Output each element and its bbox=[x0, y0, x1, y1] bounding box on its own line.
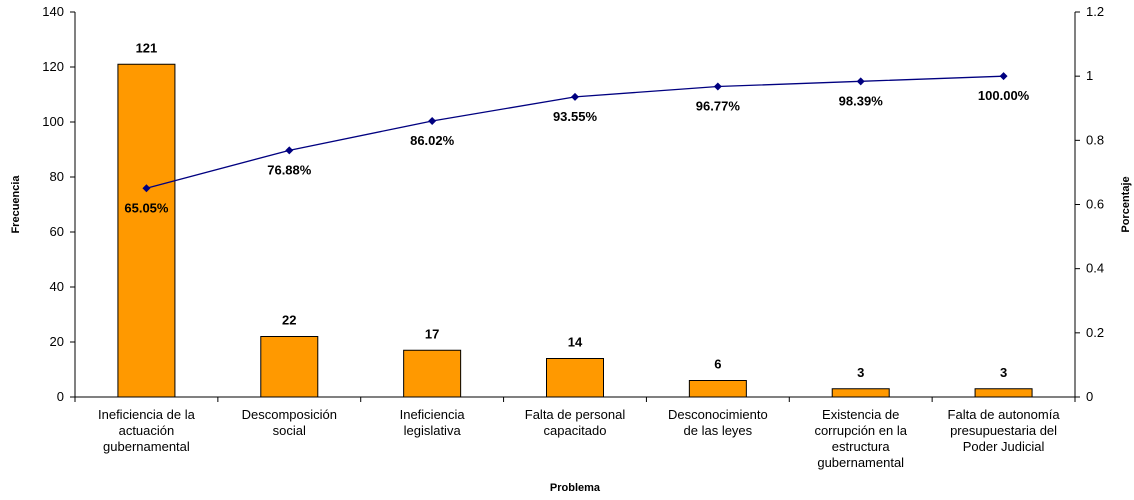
right-tick-label: 0 bbox=[1086, 389, 1093, 404]
category-label-line: corrupción en la bbox=[814, 423, 907, 438]
left-tick-label: 140 bbox=[42, 4, 64, 19]
category-label-line: Falta de personal bbox=[525, 407, 626, 422]
right-tick-label: 0.8 bbox=[1086, 132, 1104, 147]
bar bbox=[688, 380, 747, 398]
category-label-line: Ineficiencia de la bbox=[98, 407, 196, 422]
left-tick-label: 60 bbox=[50, 224, 64, 239]
category-label-line: Poder Judicial bbox=[963, 439, 1045, 454]
left-tick-label: 40 bbox=[50, 279, 64, 294]
bar bbox=[403, 349, 462, 398]
line-point bbox=[713, 82, 722, 91]
category-label: Desconocimiento de las leyes bbox=[668, 407, 768, 438]
left-tick-label: 20 bbox=[50, 334, 64, 349]
category-label-line: gubernamental bbox=[103, 439, 190, 454]
percent-label: 93.55% bbox=[553, 109, 598, 124]
category-label: Falta de autonomía presupuestaria del Pode… bbox=[948, 407, 1061, 454]
bar-value-label: 121 bbox=[136, 40, 158, 55]
y2-axis-title: Porcentaje bbox=[1120, 176, 1132, 232]
right-tick-label: 0.2 bbox=[1086, 325, 1104, 340]
category-label-line: actuación bbox=[119, 423, 175, 438]
category-label-line: social bbox=[273, 423, 306, 438]
right-tick-label: 0.6 bbox=[1086, 197, 1104, 212]
line-point bbox=[428, 117, 437, 126]
left-tick-label: 0 bbox=[57, 389, 64, 404]
left-tick-label: 100 bbox=[42, 114, 64, 129]
percent-label: 100.00% bbox=[978, 88, 1030, 103]
bar-value-label: 22 bbox=[282, 313, 296, 328]
category-label: Ineficiencia legislativa bbox=[400, 407, 466, 438]
bar bbox=[260, 336, 319, 398]
category-label-line: de las leyes bbox=[684, 423, 753, 438]
percent-label: 86.02% bbox=[410, 133, 455, 148]
bar-value-label: 6 bbox=[714, 357, 721, 372]
category-label-line: estructura bbox=[832, 439, 891, 454]
line-point bbox=[142, 184, 151, 193]
category-label-line: Desconocimiento bbox=[668, 407, 768, 422]
bar bbox=[974, 388, 1033, 398]
line-point bbox=[999, 72, 1008, 81]
y-axis-title: Frecuencia bbox=[10, 175, 22, 234]
line-point bbox=[856, 77, 865, 86]
line-point bbox=[285, 146, 294, 155]
bar-value-label: 3 bbox=[857, 365, 864, 380]
category-label: Existencia de corrupción en la estructura g… bbox=[814, 407, 907, 470]
category-label-line: Descomposición bbox=[242, 407, 337, 422]
percent-label: 96.77% bbox=[696, 99, 741, 114]
left-tick-label: 80 bbox=[50, 169, 64, 184]
category-label-line: legislativa bbox=[404, 423, 462, 438]
bar bbox=[546, 358, 604, 398]
right-tick-label: 0.4 bbox=[1086, 261, 1104, 276]
category-label-line: gubernamental bbox=[817, 455, 904, 470]
right-tick-label: 1.2 bbox=[1086, 4, 1104, 19]
line-point bbox=[571, 92, 579, 101]
category-label-line: capacitado bbox=[544, 423, 607, 438]
category-label: Falta de personal capacitado bbox=[525, 407, 626, 438]
category-label-line: Ineficiencia bbox=[400, 407, 466, 422]
bar-value-label: 3 bbox=[1000, 365, 1007, 380]
percent-label: 65.05% bbox=[124, 200, 169, 215]
bar-value-label: 17 bbox=[425, 326, 439, 341]
right-tick-label: 1 bbox=[1086, 68, 1093, 83]
bar-value-label: 14 bbox=[568, 335, 583, 350]
left-tick-label: 120 bbox=[42, 59, 64, 74]
category-label: Descomposición social bbox=[242, 407, 337, 438]
bar bbox=[831, 388, 890, 398]
category-label-line: presupuestaria del bbox=[950, 423, 1057, 438]
bar bbox=[117, 63, 176, 398]
category-label: Ineficiencia de la actuación gubernamental bbox=[98, 407, 196, 454]
x-axis-title: Problema bbox=[550, 482, 601, 494]
category-label-line: Falta de autonomía bbox=[948, 407, 1061, 422]
percent-label: 76.88% bbox=[267, 162, 312, 177]
category-label-line: Existencia de bbox=[822, 407, 899, 422]
percent-label: 98.39% bbox=[839, 93, 884, 108]
